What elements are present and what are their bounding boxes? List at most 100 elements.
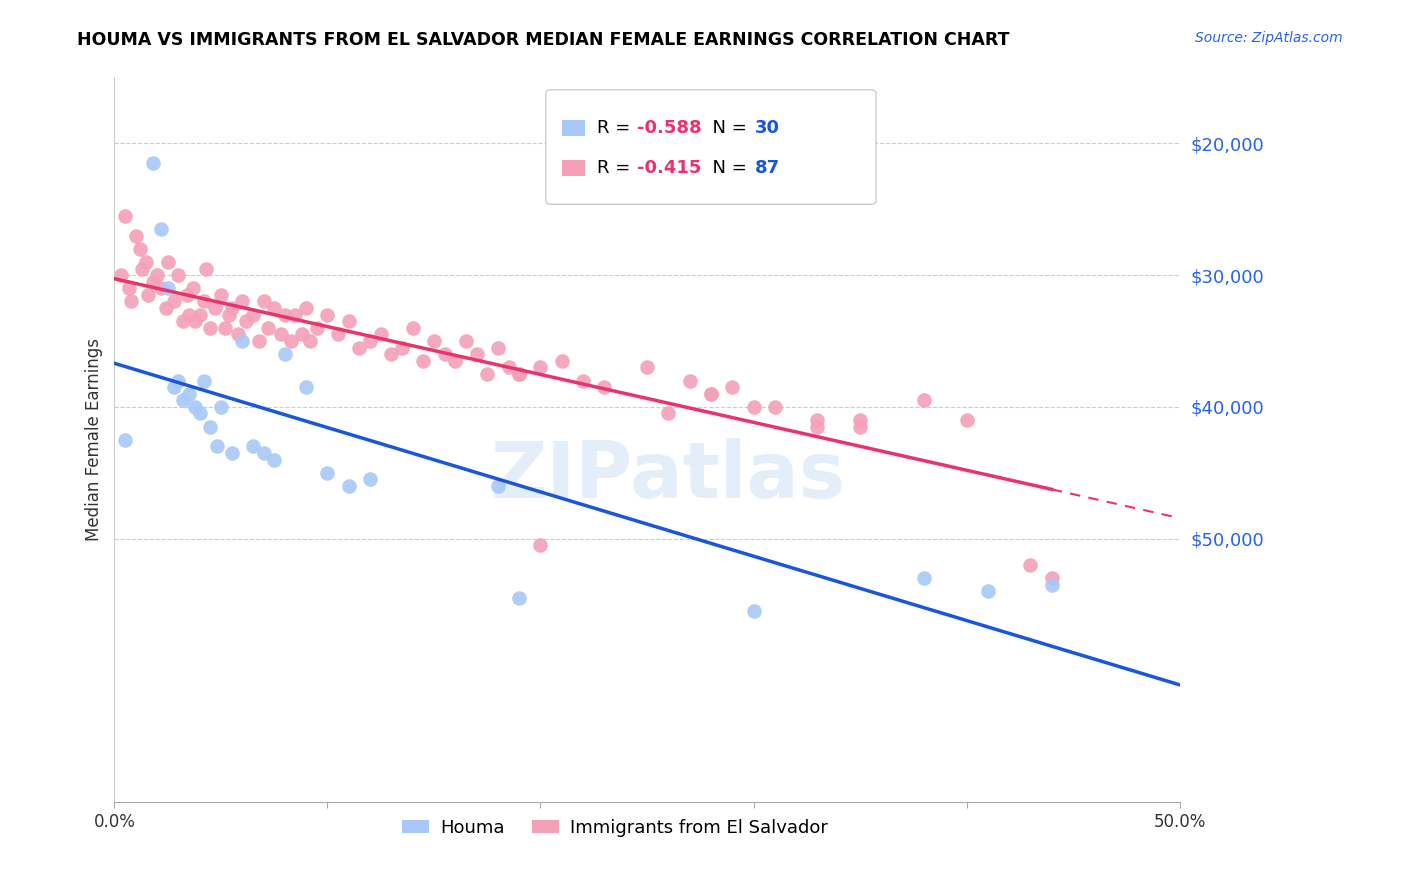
Point bbox=[572, 374, 595, 388]
Text: 87: 87 bbox=[755, 159, 780, 177]
Point bbox=[806, 419, 828, 434]
Point bbox=[138, 288, 160, 302]
Point bbox=[337, 314, 360, 328]
Point bbox=[551, 353, 574, 368]
Point bbox=[486, 479, 509, 493]
Point bbox=[763, 400, 786, 414]
Point bbox=[204, 301, 226, 315]
Point bbox=[150, 281, 173, 295]
Point bbox=[242, 439, 264, 453]
Point bbox=[454, 334, 477, 348]
Point bbox=[359, 334, 381, 348]
Point bbox=[508, 367, 530, 381]
Point bbox=[721, 380, 744, 394]
Point bbox=[188, 407, 211, 421]
Point bbox=[912, 393, 935, 408]
Point bbox=[242, 308, 264, 322]
Point bbox=[284, 308, 307, 322]
Point bbox=[231, 334, 253, 348]
Point bbox=[657, 407, 679, 421]
Point bbox=[849, 419, 872, 434]
Point bbox=[167, 268, 190, 282]
Point bbox=[291, 327, 314, 342]
Text: -0.588: -0.588 bbox=[637, 120, 702, 137]
Point bbox=[131, 261, 153, 276]
Point bbox=[156, 255, 179, 269]
Point bbox=[529, 538, 551, 552]
Point bbox=[593, 380, 616, 394]
Point bbox=[163, 294, 186, 309]
Point bbox=[700, 386, 723, 401]
Point bbox=[110, 268, 132, 282]
Point bbox=[193, 374, 215, 388]
Point bbox=[742, 400, 765, 414]
Point bbox=[205, 439, 228, 453]
Point bbox=[977, 584, 1000, 599]
Point bbox=[163, 380, 186, 394]
Point bbox=[423, 334, 446, 348]
Point bbox=[177, 386, 200, 401]
Point bbox=[270, 327, 292, 342]
Point bbox=[184, 314, 207, 328]
Point bbox=[402, 321, 425, 335]
Text: Source: ZipAtlas.com: Source: ZipAtlas.com bbox=[1195, 31, 1343, 45]
Text: HOUMA VS IMMIGRANTS FROM EL SALVADOR MEDIAN FEMALE EARNINGS CORRELATION CHART: HOUMA VS IMMIGRANTS FROM EL SALVADOR MED… bbox=[77, 31, 1010, 49]
Point bbox=[274, 308, 297, 322]
Point bbox=[118, 281, 141, 295]
Legend: Houma, Immigrants from El Salvador: Houma, Immigrants from El Salvador bbox=[395, 812, 835, 844]
Point bbox=[256, 321, 278, 335]
Point bbox=[129, 242, 152, 256]
Point bbox=[444, 353, 467, 368]
Point bbox=[200, 321, 222, 335]
Point bbox=[508, 367, 530, 381]
Point bbox=[218, 308, 240, 322]
Point bbox=[1040, 571, 1063, 585]
Point bbox=[742, 604, 765, 618]
Point bbox=[125, 228, 148, 243]
Point bbox=[172, 393, 194, 408]
Point bbox=[252, 294, 274, 309]
Point bbox=[678, 374, 700, 388]
Point bbox=[337, 479, 360, 493]
Point bbox=[200, 419, 222, 434]
Point bbox=[142, 275, 165, 289]
Point bbox=[214, 321, 236, 335]
Point bbox=[235, 314, 257, 328]
Text: R =: R = bbox=[598, 120, 636, 137]
Text: 30: 30 bbox=[755, 120, 779, 137]
Point bbox=[529, 360, 551, 375]
Point bbox=[806, 413, 828, 427]
Point bbox=[274, 347, 297, 361]
Point bbox=[326, 327, 349, 342]
Point bbox=[380, 347, 402, 361]
Point bbox=[193, 294, 215, 309]
Point bbox=[247, 334, 270, 348]
Text: N =: N = bbox=[702, 120, 752, 137]
Point bbox=[177, 308, 200, 322]
Text: R =: R = bbox=[598, 159, 636, 177]
Point bbox=[167, 374, 190, 388]
Point bbox=[465, 347, 488, 361]
Point bbox=[221, 446, 243, 460]
Point bbox=[209, 288, 232, 302]
Point bbox=[349, 341, 371, 355]
Point bbox=[263, 301, 285, 315]
FancyBboxPatch shape bbox=[546, 90, 876, 204]
Y-axis label: Median Female Earnings: Median Female Earnings bbox=[86, 338, 103, 541]
Point bbox=[391, 341, 413, 355]
Point bbox=[508, 591, 530, 605]
Point bbox=[150, 222, 173, 236]
Point bbox=[184, 400, 207, 414]
Point bbox=[299, 334, 322, 348]
Point bbox=[226, 327, 249, 342]
Point bbox=[412, 353, 434, 368]
Point bbox=[955, 413, 977, 427]
Text: N =: N = bbox=[702, 159, 752, 177]
Point bbox=[370, 327, 392, 342]
Point bbox=[172, 314, 194, 328]
Point bbox=[114, 433, 136, 447]
Point bbox=[156, 281, 179, 295]
Point bbox=[849, 413, 872, 427]
Point bbox=[433, 347, 456, 361]
Point bbox=[498, 360, 520, 375]
